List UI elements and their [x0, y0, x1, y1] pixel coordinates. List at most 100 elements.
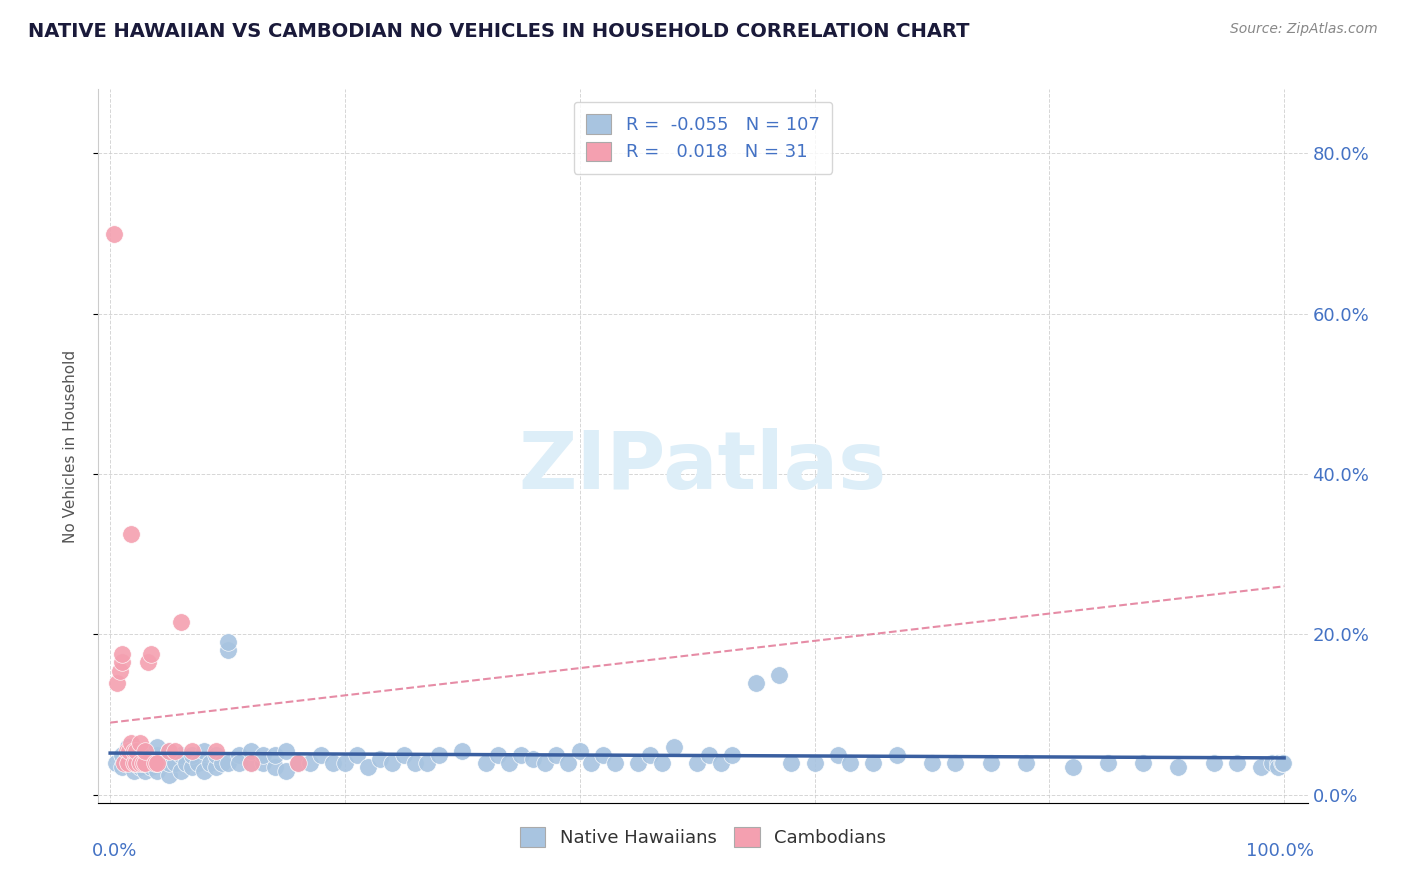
- Point: [276, 744, 298, 758]
- Point: [638, 747, 661, 762]
- Point: [157, 744, 180, 758]
- Point: [287, 756, 309, 770]
- Point: [141, 648, 163, 662]
- Point: [721, 747, 744, 762]
- Point: [111, 747, 134, 762]
- Point: [111, 760, 134, 774]
- Point: [780, 756, 803, 770]
- Point: [298, 756, 321, 770]
- Point: [662, 739, 685, 754]
- Text: 100.0%: 100.0%: [1246, 842, 1313, 860]
- Point: [134, 744, 156, 758]
- Point: [128, 747, 150, 762]
- Point: [152, 756, 174, 770]
- Point: [157, 756, 180, 770]
- Text: Source: ZipAtlas.com: Source: ZipAtlas.com: [1230, 22, 1378, 37]
- Point: [169, 764, 191, 778]
- Text: 0.0%: 0.0%: [93, 842, 138, 860]
- Point: [128, 736, 150, 750]
- Point: [217, 635, 239, 649]
- Point: [838, 756, 860, 770]
- Point: [198, 756, 221, 770]
- Point: [117, 756, 139, 770]
- Point: [1250, 760, 1272, 774]
- Point: [1261, 756, 1284, 770]
- Point: [134, 764, 156, 778]
- Point: [686, 756, 709, 770]
- Point: [128, 756, 150, 770]
- Point: [112, 756, 135, 770]
- Point: [510, 747, 533, 762]
- Point: [134, 756, 156, 770]
- Point: [193, 744, 215, 758]
- Point: [322, 756, 344, 770]
- Point: [333, 756, 356, 770]
- Point: [240, 756, 263, 770]
- Point: [105, 756, 128, 770]
- Point: [240, 744, 263, 758]
- Point: [404, 756, 426, 770]
- Point: [141, 752, 163, 766]
- Point: [862, 756, 884, 770]
- Point: [886, 747, 908, 762]
- Point: [568, 744, 591, 758]
- Point: [122, 764, 145, 778]
- Point: [710, 756, 733, 770]
- Point: [157, 744, 180, 758]
- Point: [768, 667, 790, 681]
- Point: [252, 756, 274, 770]
- Point: [392, 747, 415, 762]
- Point: [1062, 760, 1084, 774]
- Point: [803, 756, 825, 770]
- Point: [169, 747, 191, 762]
- Point: [745, 675, 768, 690]
- Point: [122, 756, 145, 770]
- Point: [111, 648, 134, 662]
- Point: [263, 747, 285, 762]
- Point: [103, 227, 125, 241]
- Point: [451, 744, 474, 758]
- Point: [498, 756, 520, 770]
- Point: [146, 747, 169, 762]
- Point: [181, 744, 204, 758]
- Point: [176, 756, 198, 770]
- Point: [217, 756, 239, 770]
- Text: ZIPatlas: ZIPatlas: [519, 428, 887, 507]
- Legend: Native Hawaiians, Cambodians: Native Hawaiians, Cambodians: [513, 820, 893, 855]
- Point: [1271, 756, 1294, 770]
- Point: [132, 756, 155, 770]
- Point: [111, 656, 134, 670]
- Point: [1267, 760, 1289, 774]
- Point: [346, 747, 368, 762]
- Point: [252, 747, 274, 762]
- Point: [546, 747, 568, 762]
- Point: [193, 764, 215, 778]
- Point: [827, 747, 849, 762]
- Point: [475, 756, 498, 770]
- Point: [368, 752, 391, 766]
- Point: [122, 744, 145, 758]
- Point: [651, 756, 673, 770]
- Point: [357, 760, 380, 774]
- Point: [533, 756, 555, 770]
- Point: [1132, 756, 1154, 770]
- Point: [146, 756, 169, 770]
- Point: [311, 747, 333, 762]
- Point: [427, 747, 450, 762]
- Point: [416, 756, 439, 770]
- Point: [181, 747, 204, 762]
- Point: [581, 756, 603, 770]
- Point: [146, 756, 169, 770]
- Point: [204, 747, 226, 762]
- Point: [1202, 756, 1225, 770]
- Point: [117, 739, 139, 754]
- Point: [115, 744, 138, 758]
- Point: [228, 756, 250, 770]
- Point: [187, 756, 209, 770]
- Point: [204, 744, 226, 758]
- Point: [211, 756, 233, 770]
- Point: [287, 756, 309, 770]
- Point: [134, 744, 156, 758]
- Point: [118, 744, 141, 758]
- Point: [136, 656, 159, 670]
